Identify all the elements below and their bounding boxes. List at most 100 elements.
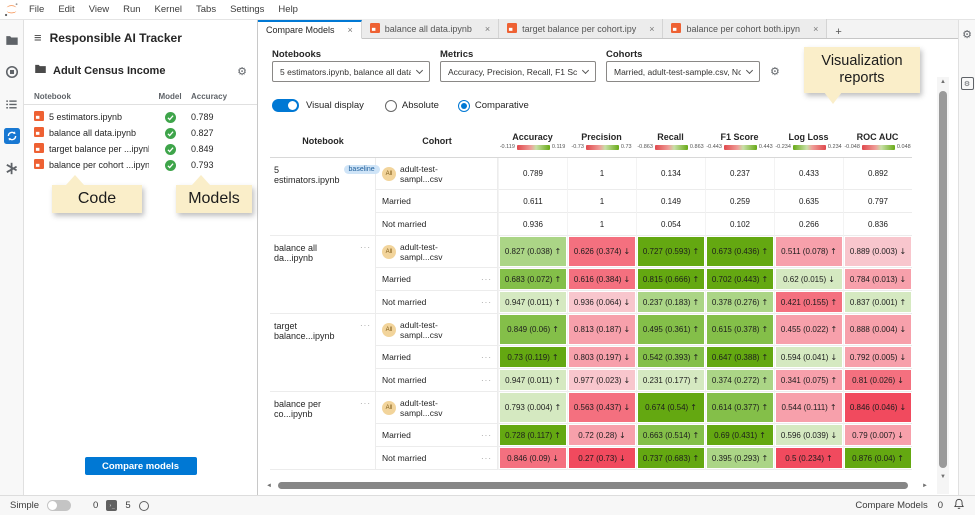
- metric-value: 0.259: [707, 191, 773, 211]
- extensions-icon[interactable]: [3, 159, 21, 177]
- horizontal-scrollbar[interactable]: ◄ ►: [266, 480, 928, 491]
- metric-cell: 0.889 (0.003)↓: [843, 236, 912, 268]
- compare-models-view: Notebooks Metrics Cohorts 5 estimators.i…: [258, 39, 958, 495]
- scroll-left-icon[interactable]: ◄: [266, 483, 272, 489]
- row-menu-ellipsis[interactable]: ···: [481, 431, 492, 440]
- close-icon[interactable]: ×: [348, 25, 353, 35]
- project-settings-gear-icon[interactable]: ⚙: [237, 65, 247, 78]
- notebook-label: target balance...ipynb: [274, 321, 356, 341]
- scroll-up-icon[interactable]: ▲: [937, 79, 949, 85]
- tab-compare-models[interactable]: Compare Models×: [258, 20, 362, 39]
- comparative-radio[interactable]: [458, 100, 470, 112]
- menu-view[interactable]: View: [82, 0, 116, 19]
- menu-run[interactable]: Run: [116, 0, 147, 19]
- metric-value: 0.495 (0.361)↑: [638, 315, 704, 344]
- running-sessions-icon[interactable]: [3, 63, 21, 81]
- vertical-scrollbar[interactable]: ▲ ▼: [937, 77, 949, 494]
- scroll-right-icon[interactable]: ►: [922, 483, 928, 489]
- metric-value: 0.793 (0.004)↑: [500, 393, 566, 422]
- value-text: 0.72 (0.28): [578, 431, 617, 440]
- row-menu-ellipsis[interactable]: ···: [481, 454, 492, 463]
- metric-value: 0.947 (0.011)↑: [500, 292, 566, 312]
- metric-cell: 0.827 (0.038)↑: [498, 236, 567, 268]
- tab-target-balance-per-cohort-ipy[interactable]: target balance per cohort.ipy×: [499, 19, 663, 38]
- kernel-icon[interactable]: [139, 501, 149, 511]
- row-menu-ellipsis[interactable]: ···: [481, 353, 492, 362]
- metric-value: 0.615 (0.378)↑: [707, 315, 773, 344]
- file-browser-icon[interactable]: [3, 31, 21, 49]
- metric-value: 0.702 (0.443)↑: [707, 269, 773, 289]
- metric-color-scale: -0.1190.119: [500, 144, 566, 150]
- menu-tabs[interactable]: Tabs: [189, 0, 223, 19]
- baseline-badge: baseline: [344, 165, 380, 174]
- arrow-up-icon: ↑: [692, 353, 699, 362]
- new-tab-button[interactable]: +: [827, 26, 849, 38]
- notebook-name: balance per cohort ...ipynb: [34, 159, 149, 171]
- arrow-up-icon: ↑: [759, 431, 766, 440]
- arrow-up-icon: ↑: [690, 403, 697, 412]
- arrow-up-icon: ↑: [761, 353, 768, 362]
- menu-help[interactable]: Help: [271, 0, 305, 19]
- cohort-label: adult-test-sampl...csv: [400, 398, 492, 418]
- scale-min: -0.863: [637, 144, 653, 150]
- value-text: 0.888 (0.004): [850, 325, 898, 334]
- visual-display-label: Visual display: [306, 100, 364, 111]
- visual-display-toggle[interactable]: [272, 99, 299, 112]
- bell-icon[interactable]: [953, 498, 965, 513]
- row-menu-ellipsis[interactable]: ···: [360, 399, 371, 408]
- notebook-list-item[interactable]: 5 estimators.ipynb0.789: [24, 109, 257, 125]
- value-text: 0.737 (0.683): [643, 454, 691, 463]
- metric-value: 0.647 (0.388)↑: [707, 347, 773, 367]
- scrollbar-thumb[interactable]: [278, 482, 908, 489]
- simple-mode-toggle[interactable]: [47, 500, 71, 511]
- row-menu-ellipsis[interactable]: ···: [360, 321, 371, 330]
- scrollbar-thumb[interactable]: [939, 91, 947, 468]
- terminal-icon[interactable]: ›_: [106, 500, 117, 511]
- metric-cell: 1: [567, 213, 636, 236]
- arrow-up-icon: ↑: [830, 298, 837, 307]
- tab-balance-per-cohort-both-ipyn[interactable]: balance per cohort both.ipyn×: [663, 19, 827, 38]
- metric-value: 0.542 (0.393)↑: [638, 347, 704, 367]
- rai-tracker-sidebar: ≡ Responsible AI Tracker Adult Census In…: [24, 20, 258, 495]
- metric-cell: 0.79 (0.007)↓: [843, 424, 912, 447]
- hamburger-icon[interactable]: ≡: [34, 30, 42, 45]
- menu-kernel[interactable]: Kernel: [148, 0, 189, 19]
- metric-cell: 0.815 (0.666)↑: [636, 268, 705, 291]
- metric-value: 0.611: [500, 191, 566, 211]
- scroll-down-icon[interactable]: ▼: [937, 474, 949, 480]
- rai-tracker-icon[interactable]: [3, 127, 21, 145]
- cohorts-select[interactable]: Married, adult-test-sample.csv, Not ...: [606, 61, 760, 82]
- property-inspector-icon[interactable]: ⚙: [962, 28, 972, 41]
- debugger-icon[interactable]: ⚙: [961, 77, 974, 90]
- metric-cell: 0.27 (0.73)↓: [567, 447, 636, 470]
- value-text: 0.827 (0.038): [505, 247, 553, 256]
- notebook-list-item[interactable]: balance all data.ipynb0.827: [24, 125, 257, 141]
- row-menu-ellipsis[interactable]: ···: [360, 243, 371, 252]
- notebook-name: balance all data.ipynb: [34, 127, 149, 139]
- row-menu-ellipsis[interactable]: ···: [481, 275, 492, 284]
- menu-file[interactable]: File: [22, 0, 51, 19]
- metric-value: 0.813 (0.187)↓: [569, 315, 635, 344]
- absolute-radio[interactable]: [385, 100, 397, 112]
- models-callout: Models: [176, 185, 252, 213]
- value-text: 0.846 (0.046): [850, 403, 898, 412]
- tab-balance-all-data-ipynb[interactable]: balance all data.ipynb×: [362, 19, 499, 38]
- close-icon[interactable]: ×: [813, 24, 818, 34]
- filter-settings-gear-icon[interactable]: ⚙: [770, 65, 780, 78]
- menu-edit[interactable]: Edit: [51, 0, 81, 19]
- row-menu-ellipsis[interactable]: ···: [481, 298, 492, 307]
- notebook-list-item[interactable]: target balance per ...ipynb0.849: [24, 141, 257, 157]
- notebooks-select[interactable]: 5 estimators.ipynb, balance all data....: [272, 61, 430, 82]
- right-sidebar-strip: ⚙ ⚙: [958, 20, 975, 495]
- chevron-down-icon: [416, 67, 423, 74]
- table-of-contents-icon[interactable]: [3, 95, 21, 113]
- close-icon[interactable]: ×: [649, 24, 654, 34]
- compare-models-button[interactable]: Compare models: [85, 457, 197, 475]
- close-icon[interactable]: ×: [485, 24, 490, 34]
- metrics-select[interactable]: Accuracy, Precision, Recall, F1 Score...: [440, 61, 596, 82]
- menu-settings[interactable]: Settings: [223, 0, 271, 19]
- row-menu-ellipsis[interactable]: ···: [481, 376, 492, 385]
- arrow-up-icon: ↑: [830, 376, 837, 385]
- accuracy-value: 0.793: [191, 160, 249, 170]
- notebook-list-item[interactable]: balance per cohort ...ipynb 0.793: [24, 157, 257, 173]
